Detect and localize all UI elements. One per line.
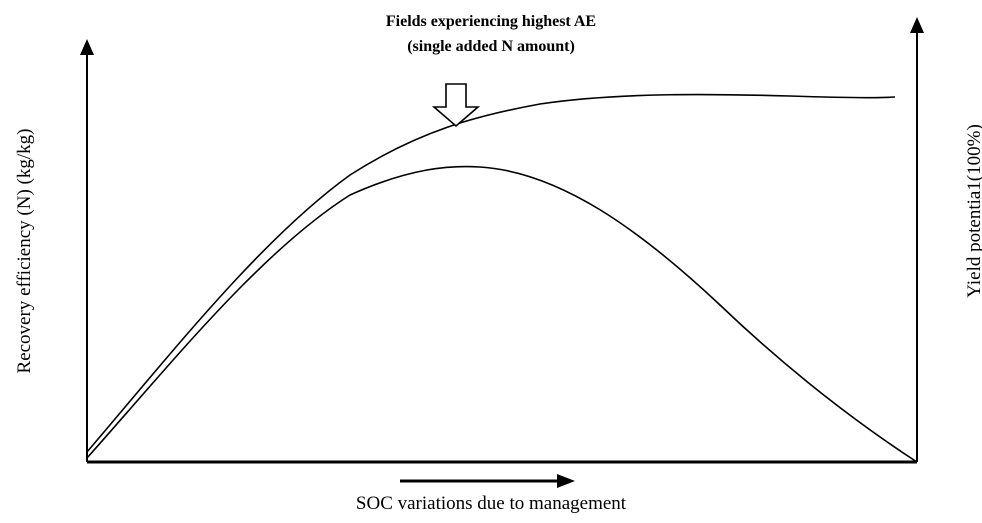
right-y-axis-label: Yield potentia1(100%) — [964, 124, 982, 298]
left-y-axis-arrowhead — [80, 39, 94, 55]
right-y-axis-arrowhead — [910, 17, 924, 33]
left-y-axis-label: Recovery efficiency (N) (kg/kg) — [14, 128, 35, 374]
recovery-efficiency-curve — [86, 165, 918, 463]
yield-potential-curve — [86, 93, 896, 453]
annotation-line-2: (single added N amount) — [407, 38, 575, 55]
annotation-line-1: Fields experiencing highest AE — [385, 13, 597, 30]
x-axis-label: SOC variations due to management — [355, 493, 627, 514]
down-arrow-icon — [431, 83, 481, 128]
right-arrow-icon-head — [557, 474, 575, 488]
